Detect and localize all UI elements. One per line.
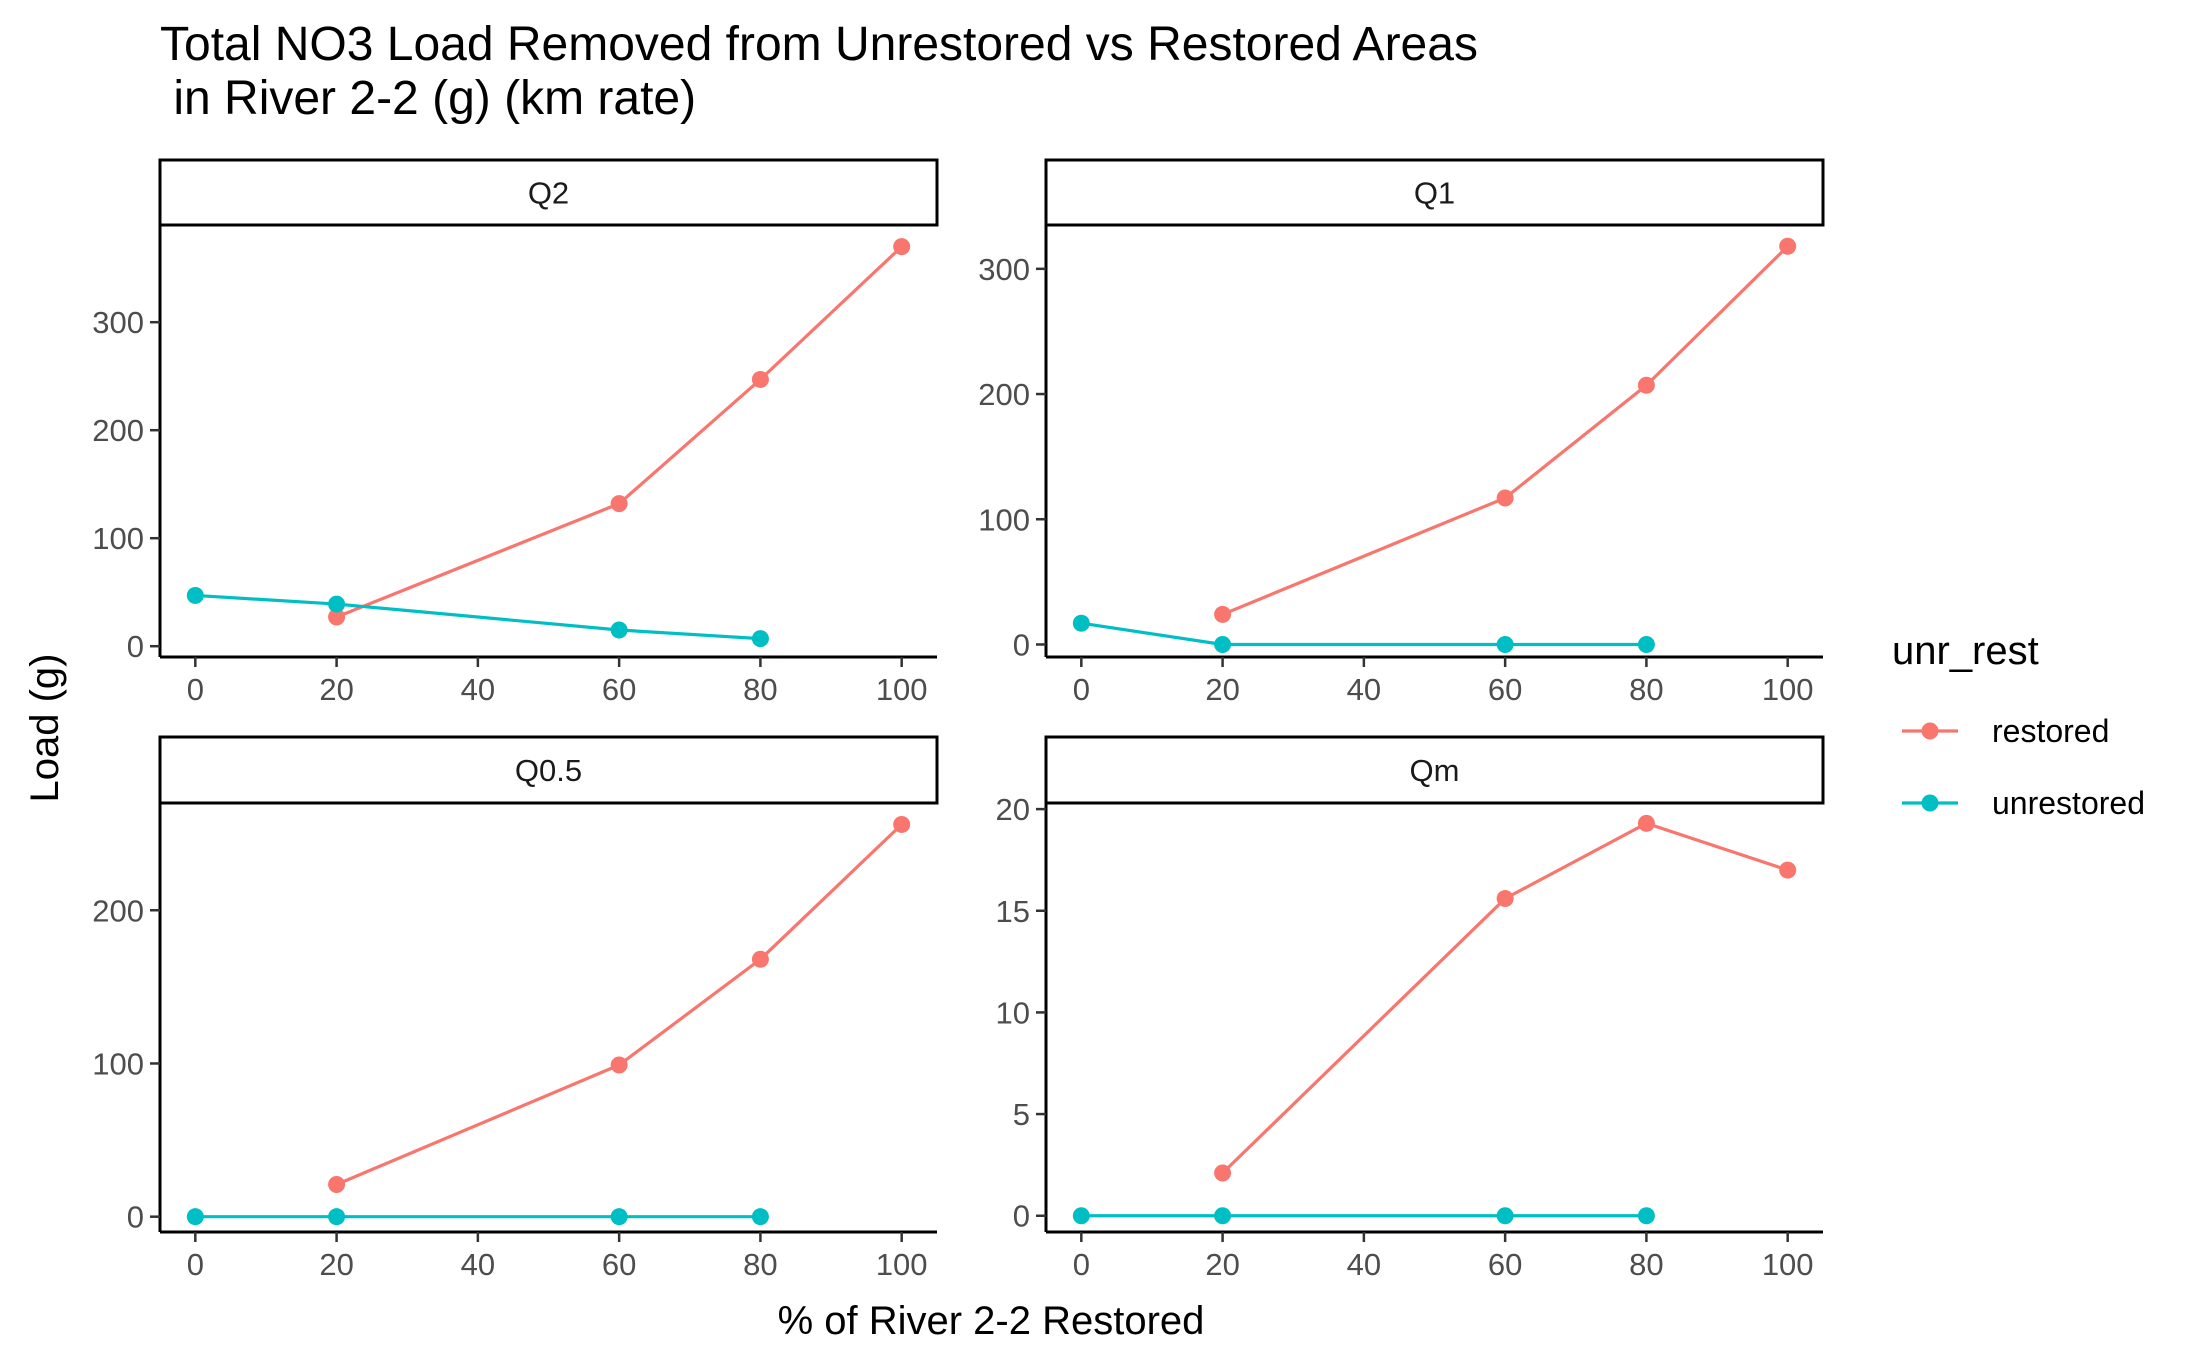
x-tick-label: 80	[1629, 1247, 1663, 1282]
series-line-restored	[1221, 821, 1789, 1175]
x-tick-label: 20	[1205, 1247, 1239, 1282]
data-point-unrestored	[186, 586, 204, 604]
data-point-restored	[1496, 890, 1514, 908]
data-point-restored	[1779, 861, 1797, 879]
data-point-restored	[610, 1056, 628, 1074]
x-tick-label: 80	[743, 1247, 777, 1282]
facet-label: Q0.5	[515, 753, 582, 788]
data-point-restored	[1214, 1164, 1232, 1182]
y-tick-label: 100	[92, 521, 144, 556]
y-tick-label: 200	[92, 413, 144, 448]
y-tick-label: 200	[92, 893, 144, 928]
legend-label: restored	[1992, 713, 2109, 749]
x-tick-label: 40	[1347, 672, 1381, 707]
y-tick-label: 10	[996, 995, 1030, 1030]
x-tick-label: 20	[1205, 672, 1239, 707]
data-point-restored	[1779, 237, 1797, 255]
data-point-unrestored	[751, 630, 769, 648]
series-line-unrestored	[195, 593, 761, 641]
x-tick-label: 100	[1762, 1247, 1814, 1282]
legend-key-point	[1921, 722, 1939, 740]
x-tick-label: 100	[876, 672, 928, 707]
x-tick-label: 0	[187, 1247, 204, 1282]
facet-strip	[1044, 735, 1825, 805]
data-point-unrestored	[328, 595, 346, 613]
data-point-unrestored	[328, 1208, 346, 1226]
legend-label: unrestored	[1992, 785, 2145, 821]
data-point-restored	[1496, 489, 1514, 507]
x-tick-label: 0	[187, 672, 204, 707]
x-tick-label: 40	[1347, 1247, 1381, 1282]
data-point-restored	[328, 608, 346, 626]
data-point-restored	[893, 238, 911, 256]
x-tick-label: 20	[319, 1247, 353, 1282]
y-tick-label: 0	[1013, 627, 1030, 662]
data-point-restored	[893, 815, 911, 833]
x-tick-label: 40	[461, 672, 495, 707]
y-tick-label: 5	[1013, 1097, 1030, 1132]
x-tick-label: 100	[876, 1247, 928, 1282]
data-point-restored	[751, 370, 769, 388]
data-point-unrestored	[1214, 635, 1232, 653]
data-point-unrestored	[1637, 1207, 1655, 1225]
facet-label: Q2	[528, 176, 569, 211]
data-point-unrestored	[1496, 635, 1514, 653]
legend-key-point	[1921, 794, 1939, 812]
x-axis-title: % of River 2-2 Restored	[778, 1299, 1205, 1343]
y-tick-label: 0	[1013, 1199, 1030, 1234]
x-tick-label: 60	[1488, 1247, 1522, 1282]
data-point-restored	[1637, 376, 1655, 394]
x-tick-label: 40	[461, 1247, 495, 1282]
data-point-unrestored	[1072, 1207, 1090, 1225]
data-point-restored	[610, 495, 628, 513]
x-tick-label: 60	[1488, 672, 1522, 707]
x-tick-label: 100	[1762, 672, 1814, 707]
data-point-unrestored	[1214, 1207, 1232, 1225]
y-axis-title: Load (g)	[23, 654, 67, 803]
facet-strip	[1044, 158, 1825, 227]
y-tick-label: 0	[127, 629, 144, 664]
data-point-unrestored	[186, 1208, 204, 1226]
data-point-restored	[1637, 814, 1655, 832]
series-line-unrestored	[1081, 621, 1647, 647]
chart-title: Total NO3 Load Removed from Unrestored v…	[160, 18, 1478, 125]
x-tick-label: 80	[743, 672, 777, 707]
y-tick-label: 100	[978, 502, 1030, 537]
x-tick-label: 80	[1629, 672, 1663, 707]
data-point-unrestored	[1637, 635, 1655, 653]
y-tick-label: 0	[127, 1200, 144, 1235]
data-point-unrestored	[1072, 614, 1090, 632]
y-tick-label: 15	[996, 894, 1030, 929]
x-tick-label: 0	[1073, 1247, 1090, 1282]
facet-strip	[158, 735, 939, 805]
data-point-unrestored	[610, 621, 628, 639]
data-point-unrestored	[1496, 1207, 1514, 1225]
x-tick-label: 60	[602, 672, 636, 707]
series-line-restored	[335, 823, 903, 1186]
data-point-restored	[1214, 605, 1232, 623]
y-tick-label: 300	[92, 305, 144, 340]
data-point-restored	[328, 1176, 346, 1194]
series-line-restored	[1221, 245, 1789, 616]
x-tick-label: 20	[319, 672, 353, 707]
data-point-restored	[751, 950, 769, 968]
y-tick-label: 100	[92, 1046, 144, 1081]
facet-strip	[158, 158, 939, 227]
x-tick-label: 0	[1073, 672, 1090, 707]
series-line-restored	[335, 245, 903, 619]
facet-label: Q1	[1414, 176, 1455, 211]
facet-label: Qm	[1410, 753, 1460, 788]
y-tick-label: 200	[978, 377, 1030, 412]
data-point-unrestored	[751, 1208, 769, 1226]
y-tick-label: 300	[978, 252, 1030, 287]
data-point-unrestored	[610, 1208, 628, 1226]
legend-title: unr_rest	[1892, 629, 2039, 673]
x-tick-label: 60	[602, 1247, 636, 1282]
y-tick-label: 20	[996, 792, 1030, 827]
